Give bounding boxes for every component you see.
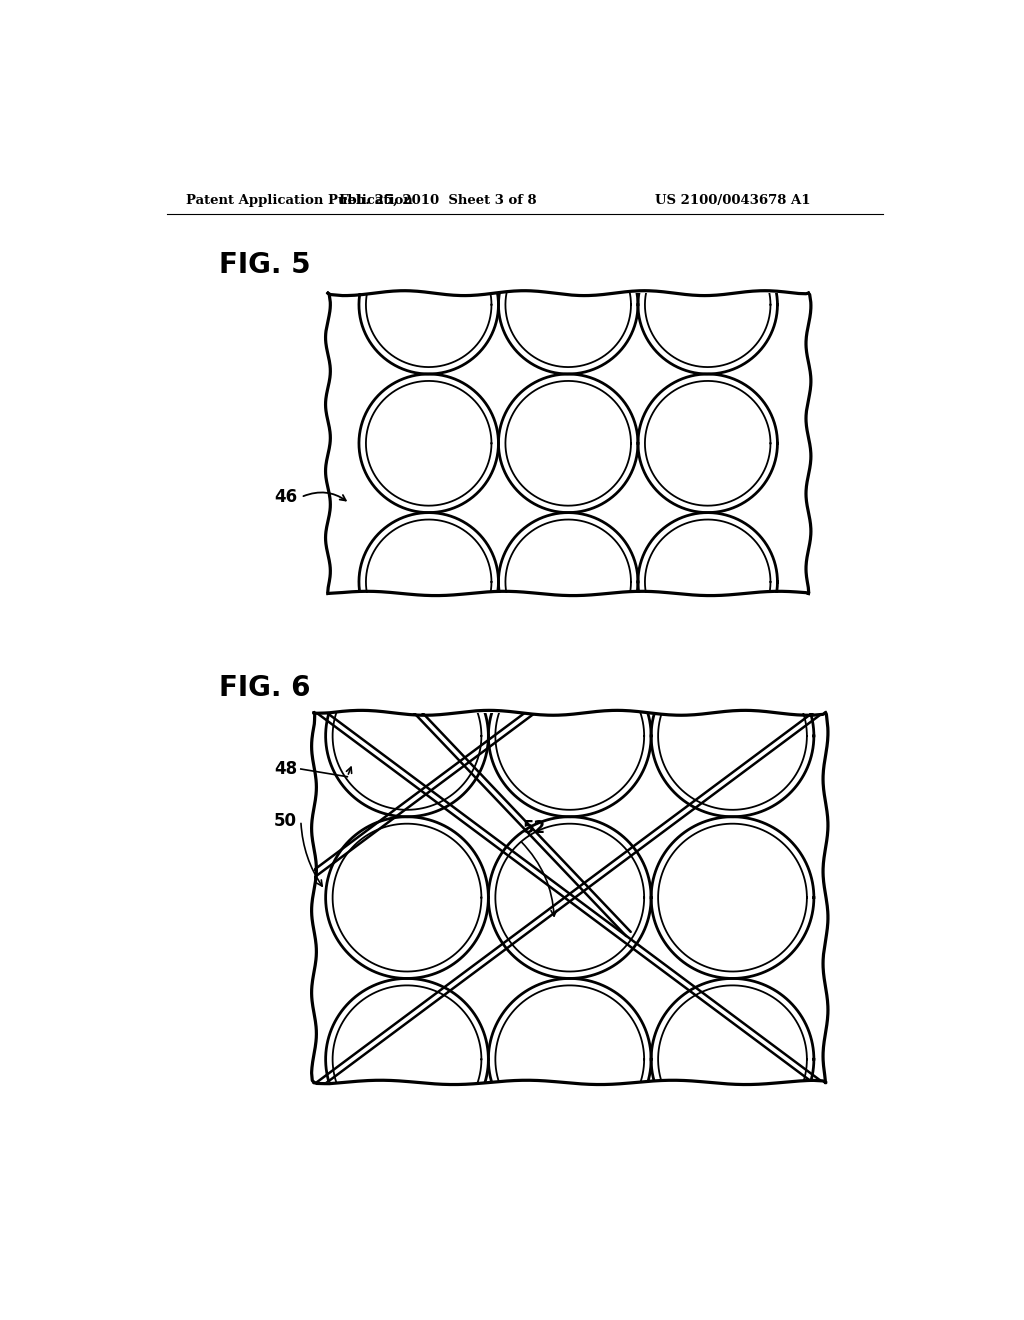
Text: FIG. 6: FIG. 6 [219,675,311,702]
Text: FIG. 5: FIG. 5 [219,251,311,279]
Text: Feb. 25, 2010  Sheet 3 of 8: Feb. 25, 2010 Sheet 3 of 8 [339,194,537,207]
Text: 50: 50 [274,812,297,829]
Text: US 2100/0043678 A1: US 2100/0043678 A1 [655,194,811,207]
Text: 48: 48 [273,760,297,777]
Text: 52: 52 [523,820,547,837]
Text: 46: 46 [273,488,297,506]
Text: Patent Application Publication: Patent Application Publication [186,194,413,207]
